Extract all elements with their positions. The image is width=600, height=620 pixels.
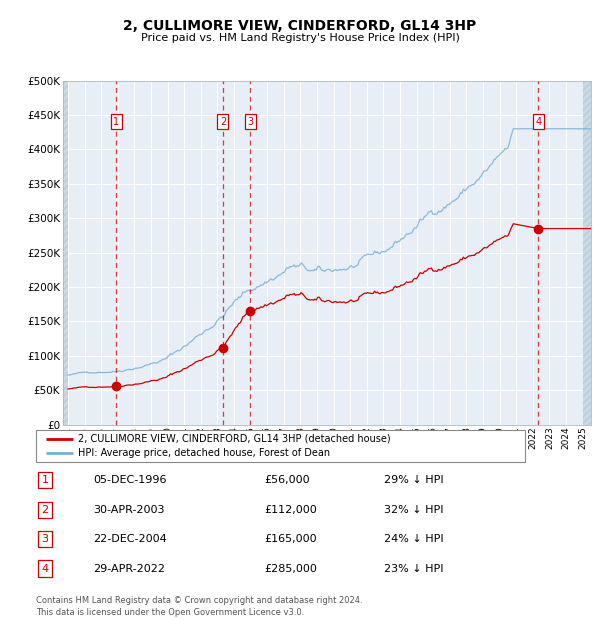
Text: £285,000: £285,000 <box>264 564 317 574</box>
Text: 29-APR-2022: 29-APR-2022 <box>93 564 165 574</box>
Text: 2, CULLIMORE VIEW, CINDERFORD, GL14 3HP: 2, CULLIMORE VIEW, CINDERFORD, GL14 3HP <box>124 19 476 33</box>
Text: £56,000: £56,000 <box>264 475 310 485</box>
Text: 29% ↓ HPI: 29% ↓ HPI <box>384 475 443 485</box>
Text: 24% ↓ HPI: 24% ↓ HPI <box>384 534 443 544</box>
Text: 4: 4 <box>535 117 541 127</box>
Text: 4: 4 <box>41 564 49 574</box>
Text: 05-DEC-1996: 05-DEC-1996 <box>93 475 167 485</box>
Text: 2: 2 <box>41 505 49 515</box>
Text: 32% ↓ HPI: 32% ↓ HPI <box>384 505 443 515</box>
Text: 1: 1 <box>41 475 49 485</box>
Text: £112,000: £112,000 <box>264 505 317 515</box>
Text: 2, CULLIMORE VIEW, CINDERFORD, GL14 3HP (detached house): 2, CULLIMORE VIEW, CINDERFORD, GL14 3HP … <box>77 433 390 444</box>
Text: 3: 3 <box>41 534 49 544</box>
Text: HPI: Average price, detached house, Forest of Dean: HPI: Average price, detached house, Fore… <box>77 448 329 458</box>
Text: 1: 1 <box>113 117 119 127</box>
Text: Contains HM Land Registry data © Crown copyright and database right 2024.
This d: Contains HM Land Registry data © Crown c… <box>36 596 362 617</box>
Bar <box>63 81 68 425</box>
Text: £165,000: £165,000 <box>264 534 317 544</box>
Bar <box>583 81 591 425</box>
Text: 22-DEC-2004: 22-DEC-2004 <box>93 534 167 544</box>
Text: Price paid vs. HM Land Registry's House Price Index (HPI): Price paid vs. HM Land Registry's House … <box>140 33 460 43</box>
Text: 30-APR-2003: 30-APR-2003 <box>93 505 164 515</box>
Text: 23% ↓ HPI: 23% ↓ HPI <box>384 564 443 574</box>
Text: 2: 2 <box>220 117 226 127</box>
Text: 3: 3 <box>247 117 253 127</box>
FancyBboxPatch shape <box>36 430 525 462</box>
